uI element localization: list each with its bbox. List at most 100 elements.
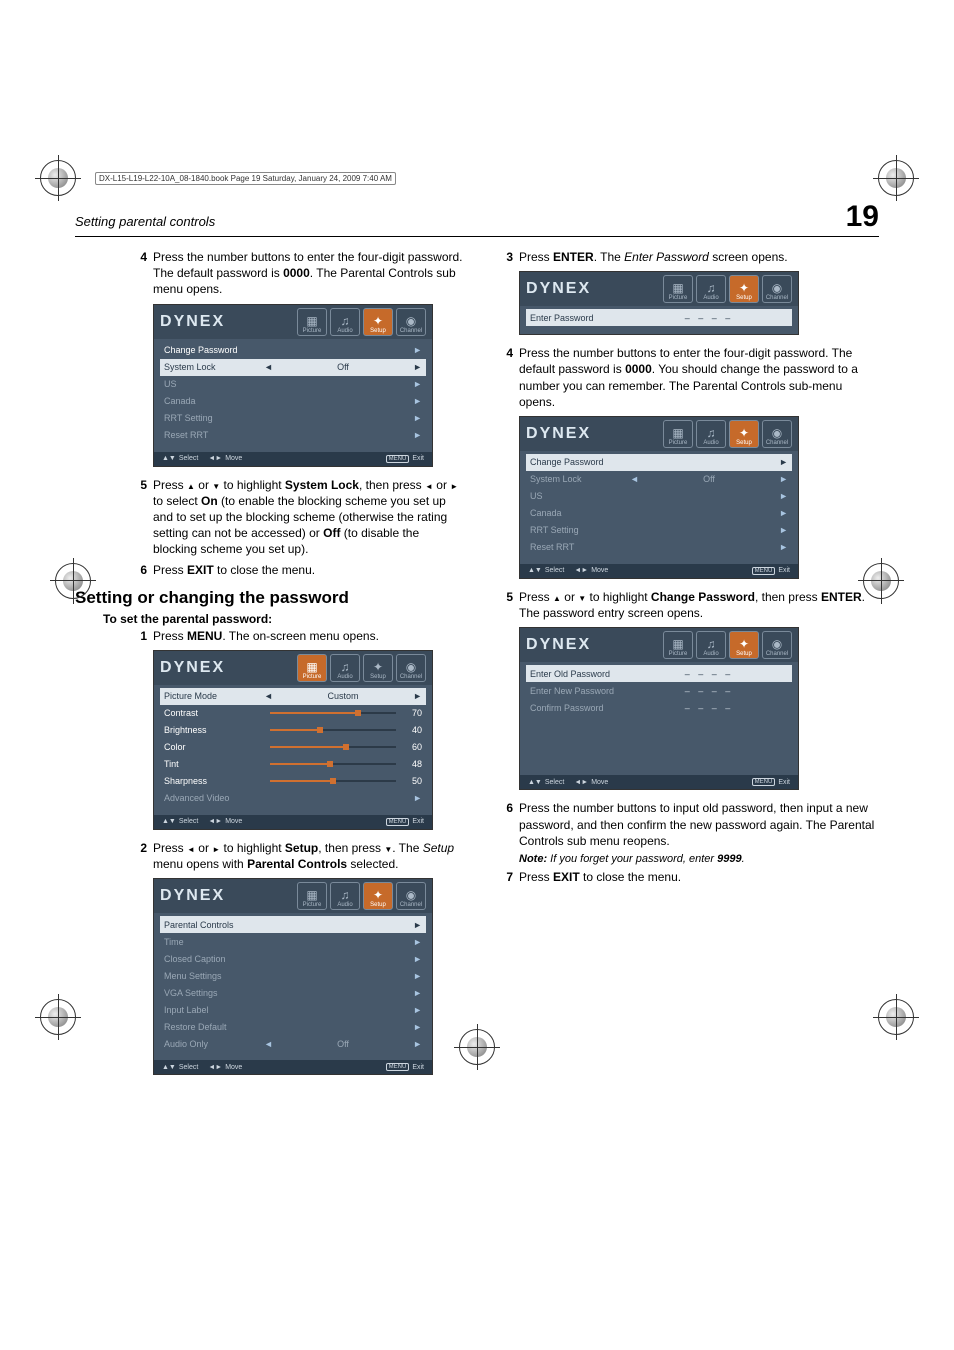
picture-icon: ▦ (672, 638, 683, 650)
step-text: Press ▲ or ▼ to highlight System Lock, t… (153, 477, 465, 558)
step-num: 6 (501, 800, 519, 849)
channel-icon: ◉ (772, 638, 782, 650)
osd-row[interactable]: System Lock◄Off► (160, 359, 426, 376)
left-arrow-icon: ◄ (630, 474, 642, 484)
leftright-icon: ◄► (208, 455, 222, 462)
step-text: Press MENU. The on-screen menu opens. (153, 628, 465, 644)
osd-tab-picture[interactable]: ▦Picture (297, 654, 327, 682)
osd-tab-setup[interactable]: ✦Setup (363, 308, 393, 336)
osd-row[interactable]: Parental Controls► (160, 916, 426, 933)
osd-tab-picture[interactable]: ▦Picture (663, 631, 693, 659)
slider-value: 50 (402, 776, 422, 786)
osd-row[interactable]: Change Password► (526, 454, 792, 471)
osd-row[interactable]: Change Password► (160, 342, 426, 359)
right-arrow-icon: ► (410, 988, 422, 998)
running-title: Setting parental controls (75, 214, 215, 229)
osd-tab-picture[interactable]: ▦Picture (297, 308, 327, 336)
osd-tab-audio[interactable]: ♫Audio (696, 420, 726, 448)
osd-row[interactable]: Tint48 (160, 756, 426, 773)
osd-row[interactable]: Confirm Password– – – – (526, 699, 792, 716)
right-arrow-icon: ► (776, 491, 788, 501)
step-text: Press EXIT to close the menu. (153, 562, 465, 578)
right-arrow-icon: ► (776, 457, 788, 467)
dynex-logo: DYNEX (160, 313, 224, 331)
slider[interactable] (270, 712, 396, 714)
audio-icon: ♫ (341, 889, 350, 901)
osd-tab-channel[interactable]: ◉Channel (396, 308, 426, 336)
osd-row[interactable]: US► (526, 488, 792, 505)
page-number: 19 (846, 200, 879, 234)
osd-row[interactable]: Enter Password– – – – (526, 309, 792, 326)
osd-row-label: Input Label (164, 1005, 264, 1015)
osd-row[interactable]: Audio Only◄Off► (160, 1035, 426, 1052)
osd-row[interactable]: Enter Old Password– – – – (526, 665, 792, 682)
osd-row[interactable]: US► (160, 376, 426, 393)
osd-row[interactable]: Time► (160, 933, 426, 950)
osd-row[interactable]: Sharpness50 (160, 773, 426, 790)
audio-icon: ♫ (707, 427, 716, 439)
right-arrow-icon: ► (410, 793, 422, 803)
osd-row[interactable]: VGA Settings► (160, 984, 426, 1001)
osd-tab-channel[interactable]: ◉Channel (762, 420, 792, 448)
osd-tab-setup[interactable]: ✦Setup (729, 631, 759, 659)
osd-tab-picture[interactable]: ▦Picture (663, 275, 693, 303)
osd-row[interactable]: Reset RRT► (526, 539, 792, 556)
osd-tab-channel[interactable]: ◉Channel (396, 654, 426, 682)
step-num: 6 (135, 562, 153, 578)
osd-row[interactable]: Brightness40 (160, 722, 426, 739)
osd-row[interactable]: Advanced Video► (160, 790, 426, 807)
osd-row[interactable]: RRT Setting► (526, 522, 792, 539)
slider-value: 70 (402, 708, 422, 718)
osd-tab-audio[interactable]: ♫Audio (330, 654, 360, 682)
picture-icon: ▦ (672, 282, 683, 294)
osd-footer: ▲▼ Select◄► MoveMENU Exit (154, 452, 432, 466)
osd-parental-lock: DYNEX ▦Picture♫Audio✦Setup◉Channel Change … (153, 304, 433, 467)
osd-row[interactable]: Menu Settings► (160, 967, 426, 984)
osd-tab-audio[interactable]: ♫Audio (330, 308, 360, 336)
osd-tab-picture[interactable]: ▦Picture (297, 882, 327, 910)
setup-icon: ✦ (739, 427, 749, 439)
osd-row[interactable]: Reset RRT► (160, 427, 426, 444)
channel-icon: ◉ (406, 315, 416, 327)
osd-row[interactable]: Canada► (526, 505, 792, 522)
slider[interactable] (270, 763, 396, 765)
osd-row[interactable]: Color60 (160, 739, 426, 756)
osd-row[interactable]: Closed Caption► (160, 950, 426, 967)
osd-tab-audio[interactable]: ♫Audio (696, 631, 726, 659)
right-arrow-icon: ► (776, 474, 788, 484)
osd-row[interactable]: System Lock◄Off► (526, 471, 792, 488)
osd-row[interactable]: Enter New Password– – – – (526, 682, 792, 699)
osd-row-label: System Lock (164, 362, 264, 372)
osd-row-label: Restore Default (164, 1022, 264, 1032)
osd-tab-channel[interactable]: ◉Channel (396, 882, 426, 910)
osd-row-label: Time (164, 937, 264, 947)
osd-row[interactable]: Restore Default► (160, 1018, 426, 1035)
osd-tab-audio[interactable]: ♫Audio (696, 275, 726, 303)
left-arrow-icon: ◄ (264, 1039, 276, 1049)
osd-tab-audio[interactable]: ♫Audio (330, 882, 360, 910)
osd-row-label: Change Password (164, 345, 264, 355)
osd-tab-channel[interactable]: ◉Channel (762, 631, 792, 659)
osd-tab-picture[interactable]: ▦Picture (663, 420, 693, 448)
osd-row[interactable]: Picture Mode◄Custom► (160, 688, 426, 705)
slider[interactable] (270, 746, 396, 748)
osd-row[interactable]: Canada► (160, 393, 426, 410)
step-text: Press the number buttons to enter the fo… (153, 249, 465, 298)
osd-tab-channel[interactable]: ◉Channel (762, 275, 792, 303)
right-arrow-icon: ► (410, 413, 422, 423)
osd-row[interactable]: Contrast70 (160, 705, 426, 722)
osd-row-label: Menu Settings (164, 971, 264, 981)
osd-tab-setup[interactable]: ✦Setup (729, 420, 759, 448)
osd-row[interactable]: Input Label► (160, 1001, 426, 1018)
osd-row[interactable]: RRT Setting► (160, 410, 426, 427)
osd-tab-setup[interactable]: ✦Setup (363, 654, 393, 682)
osd-tab-setup[interactable]: ✦Setup (729, 275, 759, 303)
osd-enter-password: DYNEX▦Picture♫Audio✦Setup◉ChannelEnter P… (519, 271, 799, 335)
slider[interactable] (270, 780, 396, 782)
password-dashes: – – – – (642, 703, 776, 713)
osd-footer: ▲▼ Select◄► MoveMENU Exit (520, 775, 798, 789)
setup-icon: ✦ (373, 315, 383, 327)
osd-footer: ▲▼ Select◄► MoveMENU Exit (520, 564, 798, 578)
slider[interactable] (270, 729, 396, 731)
osd-tab-setup[interactable]: ✦Setup (363, 882, 393, 910)
